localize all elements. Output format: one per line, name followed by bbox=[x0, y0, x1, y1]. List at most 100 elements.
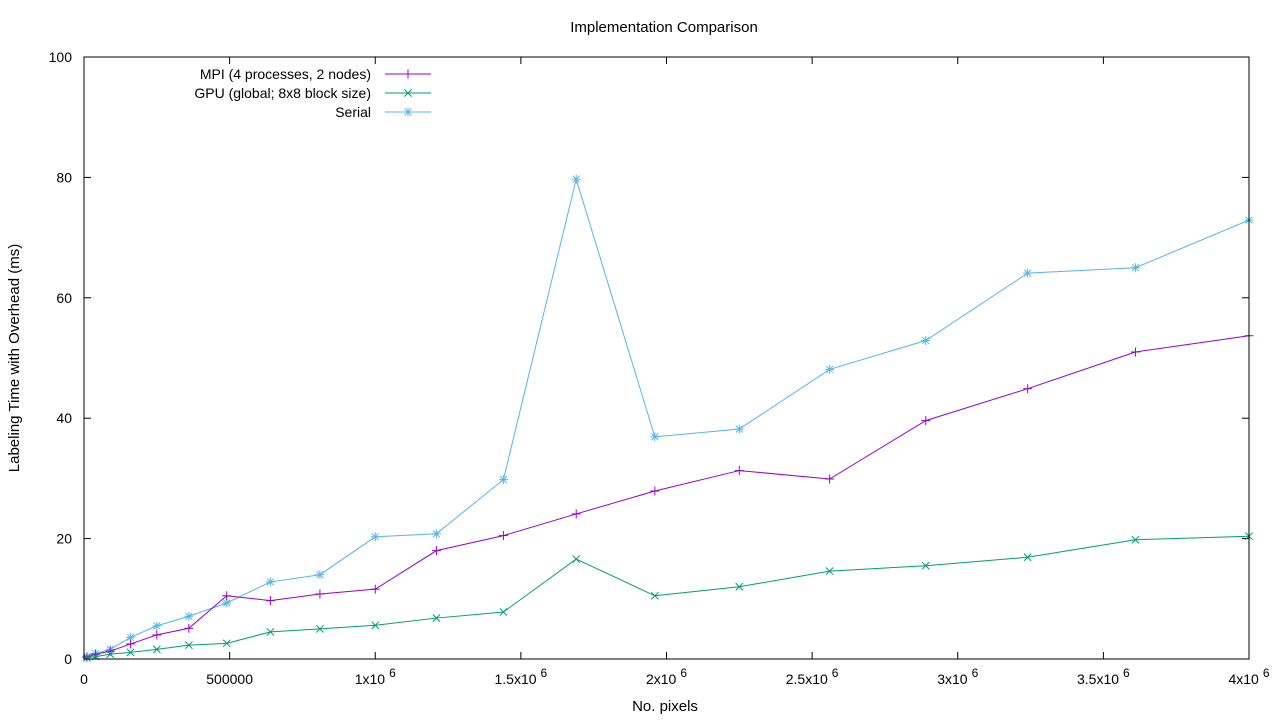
data-point-1-4-stroke bbox=[152, 645, 161, 654]
chart-title: Implementation Comparison bbox=[570, 19, 758, 36]
x-tick-label-exponent: 6 bbox=[680, 666, 687, 680]
data-point-1-4 bbox=[152, 645, 161, 654]
data-point-2-12-stroke bbox=[572, 175, 580, 183]
data-point-1-8-stroke bbox=[315, 624, 324, 633]
x-tick-label-exponent: 6 bbox=[541, 666, 548, 680]
x-tick-label: 2x10 6 bbox=[646, 666, 687, 687]
data-point-2-3 bbox=[126, 632, 136, 642]
data-point-2-12 bbox=[571, 174, 581, 184]
y-tick-label: 40 bbox=[56, 410, 72, 426]
data-point-1-14 bbox=[735, 582, 744, 591]
x-tick-label: 4x10 6 bbox=[1228, 666, 1269, 687]
data-point-2-13 bbox=[650, 432, 660, 442]
x-tick-label-base: 1x10 bbox=[355, 671, 386, 687]
data-point-1-2-stroke bbox=[106, 650, 115, 659]
series-line-2 bbox=[86, 177, 1250, 658]
x-tick-label: 500000 bbox=[206, 671, 253, 687]
data-point-1-0 bbox=[82, 653, 91, 662]
legend-marker-0 bbox=[403, 69, 413, 79]
data-point-1-7 bbox=[266, 627, 275, 636]
series-line-1 bbox=[86, 535, 1250, 659]
legend-marker-1 bbox=[404, 89, 412, 97]
data-point-0-11 bbox=[498, 531, 508, 541]
legend-label-0: MPI (4 processes, 2 nodes) bbox=[200, 66, 371, 82]
x-tick-label: 1.5x10 6 bbox=[495, 666, 548, 687]
data-point-1-6 bbox=[222, 639, 231, 648]
data-point-2-11-stroke bbox=[499, 475, 508, 484]
legend-label-2: Serial bbox=[335, 104, 371, 120]
y-tick-label: 60 bbox=[56, 290, 72, 306]
data-point-1-3-stroke bbox=[126, 648, 135, 657]
x-tick-label-base: 2.5x10 bbox=[786, 671, 828, 687]
data-point-2-13-stroke bbox=[651, 433, 659, 441]
x-tick-label-exponent: 6 bbox=[1123, 666, 1130, 680]
data-point-0-7 bbox=[265, 596, 275, 606]
data-point-1-16-stroke bbox=[921, 561, 930, 570]
legend-marker-2 bbox=[403, 107, 413, 117]
data-point-2-9 bbox=[370, 532, 380, 542]
data-point-0-13 bbox=[650, 486, 660, 496]
x-tick-label-exponent: 6 bbox=[832, 666, 839, 680]
data-point-2-11 bbox=[498, 475, 508, 485]
data-point-2-16 bbox=[921, 336, 931, 346]
series-line-0 bbox=[86, 335, 1250, 658]
data-point-2-18-stroke bbox=[1131, 263, 1140, 272]
legend-marker-1-stroke bbox=[404, 89, 412, 97]
x-tick-label: 3.5x10 6 bbox=[1077, 666, 1130, 687]
data-point-1-11 bbox=[499, 608, 508, 616]
data-point-1-3 bbox=[126, 648, 135, 657]
data-point-1-11-stroke bbox=[499, 608, 508, 616]
data-point-0-3 bbox=[126, 639, 136, 649]
y-tick-label: 20 bbox=[56, 531, 72, 547]
data-point-1-15-stroke bbox=[825, 567, 834, 576]
data-point-1-15 bbox=[825, 567, 834, 576]
legend-marker-2-stroke bbox=[404, 108, 412, 116]
data-point-2-14-stroke bbox=[735, 425, 744, 433]
plot-frame bbox=[83, 56, 1250, 660]
data-point-1-7-stroke bbox=[266, 627, 275, 636]
data-point-2-9-stroke bbox=[371, 533, 379, 541]
y-tick-label: 100 bbox=[49, 49, 73, 65]
data-point-2-5 bbox=[184, 611, 194, 621]
y-tick-label: 0 bbox=[64, 651, 72, 667]
x-tick-label: 3x10 6 bbox=[937, 666, 978, 687]
data-point-2-17 bbox=[1023, 268, 1033, 278]
data-point-1-5-stroke bbox=[184, 641, 193, 650]
data-point-1-9-stroke bbox=[371, 621, 380, 630]
data-point-0-18 bbox=[1130, 347, 1140, 357]
data-point-0-8 bbox=[315, 589, 325, 599]
data-point-0-10 bbox=[431, 546, 441, 556]
data-point-2-5-stroke bbox=[185, 612, 193, 620]
x-tick-label-base: 1.5x10 bbox=[495, 671, 537, 687]
data-point-2-17-stroke bbox=[1023, 269, 1032, 277]
data-point-1-5 bbox=[184, 641, 193, 650]
data-point-2-4-stroke bbox=[153, 622, 161, 630]
data-point-2-6-stroke bbox=[222, 599, 231, 607]
data-point-1-18 bbox=[1131, 535, 1140, 544]
data-point-1-10-stroke bbox=[432, 614, 441, 623]
data-point-1-18-stroke bbox=[1131, 535, 1140, 544]
data-point-2-8 bbox=[315, 570, 325, 580]
series-1 bbox=[82, 532, 1253, 662]
data-point-1-13 bbox=[650, 591, 659, 600]
data-point-0-6 bbox=[222, 591, 232, 601]
data-point-2-4 bbox=[152, 621, 162, 631]
data-point-2-8-stroke bbox=[316, 570, 324, 579]
data-point-1-12 bbox=[572, 555, 581, 564]
legend-label-1: GPU (global; 8x8 block size) bbox=[194, 85, 371, 101]
data-point-0-14 bbox=[734, 466, 744, 476]
data-point-0-12 bbox=[571, 509, 581, 519]
x-tick-label-base: 2x10 bbox=[646, 671, 677, 687]
data-point-2-16-stroke bbox=[921, 336, 930, 345]
data-point-0-16 bbox=[921, 416, 931, 426]
data-point-1-17-stroke bbox=[1023, 553, 1032, 562]
x-tick-label-base: 500000 bbox=[206, 671, 253, 687]
data-point-1-12-stroke bbox=[572, 555, 581, 564]
data-point-0-5 bbox=[184, 623, 194, 633]
data-point-2-15 bbox=[825, 364, 835, 374]
data-point-0-17 bbox=[1023, 384, 1033, 394]
data-point-2-7 bbox=[265, 577, 275, 587]
